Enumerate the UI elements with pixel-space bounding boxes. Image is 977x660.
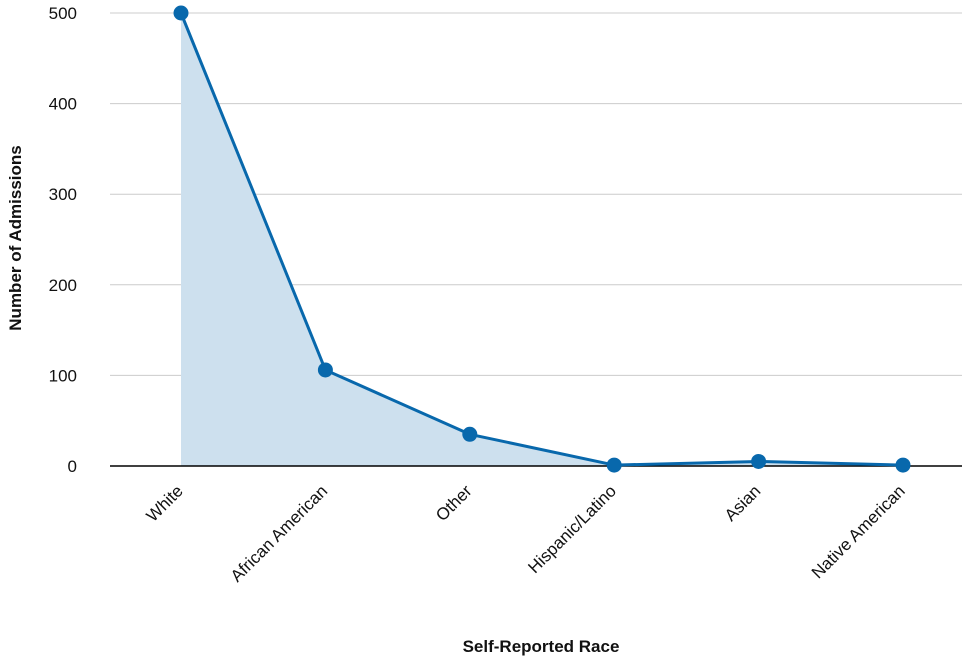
y-tick-label: 100 [49,366,77,385]
data-point [606,457,622,473]
x-tick-label: Native American [808,481,909,582]
x-axis-title: Self-Reported Race [463,637,620,656]
x-tick-label: White [143,481,187,525]
data-point [173,5,189,21]
series-line-group [179,12,904,467]
y-tick-label: 0 [68,457,77,476]
area-fill-group [181,13,903,466]
data-point [317,362,333,378]
data-points [173,5,911,473]
data-point [751,453,767,469]
y-axis-title: Number of Admissions [6,145,25,330]
x-tick-label: Hispanic/Latino [524,481,620,577]
data-point [462,426,478,442]
y-tick-label: 400 [49,95,77,114]
data-point [895,457,911,473]
x-tick-labels: White African American Other Hispanic/Latin… [143,481,909,586]
x-tick-label: Other [432,481,476,525]
series-line [179,12,904,467]
x-tick-label: Asian [721,481,765,525]
y-tick-label: 200 [49,276,77,295]
y-tick-label: 300 [49,185,77,204]
x-tick-label: African American [227,481,331,585]
y-tick-labels: 0 100 200 300 400 500 [49,4,77,476]
area-fill [181,13,903,466]
y-tick-label: 500 [49,4,77,23]
